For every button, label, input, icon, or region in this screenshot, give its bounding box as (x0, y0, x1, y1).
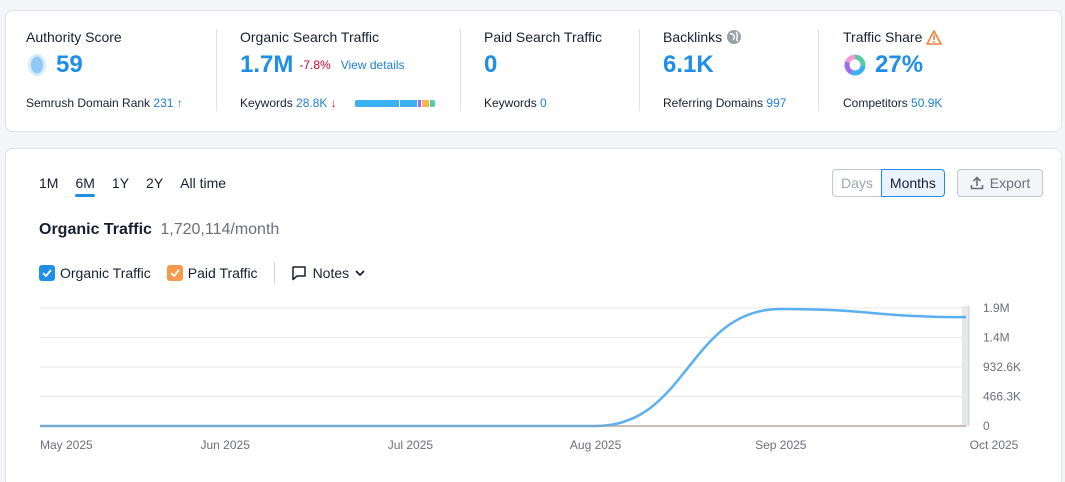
organic-keywords-label: Keywords (240, 96, 293, 110)
globe-icon (727, 30, 742, 44)
domain-rank-label: Semrush Domain Rank (26, 96, 151, 110)
domain-rank-value[interactable]: 231 (153, 96, 174, 110)
keyword-bar-segment (355, 100, 399, 107)
domain-rank: Semrush Domain Rank 231 ↑ (26, 96, 183, 110)
y-tick-label: 1.4M (983, 331, 1010, 345)
divider (818, 29, 819, 111)
paid-traffic-value: 0 (484, 51, 498, 78)
paid-traffic-widget[interactable]: Paid Search Traffic 0 Keywords 0 (484, 11, 634, 131)
organic-traffic-value: 1.7M -7.8% View details (240, 51, 405, 79)
authority-score-label: Authority Score (26, 29, 122, 45)
authority-score-widget[interactable]: Authority Score 59 Semrush Domain Rank 2… (26, 11, 216, 131)
keywords-down-arrow-icon: ↓ (330, 96, 337, 110)
x-tick-label: Sep 2025 (755, 438, 807, 452)
traffic-share-number: 27% (875, 51, 924, 78)
keyword-distribution-bar[interactable] (355, 100, 435, 107)
chevron-down-icon (355, 270, 365, 277)
divider (460, 29, 461, 111)
keyword-bar-segment (429, 100, 435, 107)
range-tab-2y[interactable]: 2Y (146, 175, 164, 191)
keyword-bar-segment (421, 100, 430, 107)
x-tick-label: May 2025 (40, 438, 93, 452)
export-button[interactable]: Export (957, 169, 1043, 197)
x-tick-label: Oct 2025 (970, 438, 1019, 452)
organic-traffic-chart[interactable]: 0 466.3K 932.6K 1.4M 1.9M May 2025 Jun 2025 Jul… (6, 297, 1061, 467)
chart-title-value: 1,720,114/month (160, 221, 280, 238)
paid-keywords-value[interactable]: 0 (540, 96, 547, 110)
x-tick-label: Aug 2025 (570, 438, 622, 452)
paid-keywords: Keywords 0 (484, 96, 547, 110)
rank-up-arrow-icon: ↑ (176, 96, 183, 110)
granularity-toggle: Days Months (832, 169, 945, 197)
note-icon (291, 266, 306, 281)
notes-dropdown[interactable]: Notes (291, 265, 366, 281)
organic-traffic-legend-label: Organic Traffic (60, 265, 151, 281)
export-label: Export (989, 175, 1031, 191)
organic-traffic-toggle[interactable]: Organic Traffic (39, 265, 151, 281)
organic-traffic-label: Organic Search Traffic (240, 29, 380, 45)
traffic-share-value: 27% (843, 51, 923, 79)
referring-domains-label: Referring Domains (663, 96, 764, 110)
chart-legend: Organic Traffic Paid Traffic Notes (39, 262, 365, 284)
authority-gauge-icon (28, 54, 46, 76)
days-button[interactable]: Days (832, 169, 881, 197)
chart-title-text: Organic Traffic (39, 221, 152, 238)
domain-overview-card: Authority Score 59 Semrush Domain Rank 2… (5, 10, 1062, 132)
date-range-tabs: 1M 6M 1Y 2Y All time (39, 175, 243, 197)
traffic-share-label-text: Traffic Share (843, 29, 923, 45)
authority-score-number: 59 (56, 51, 83, 78)
y-tick-label: 932.6K (983, 360, 1021, 374)
paid-keywords-label: Keywords (484, 96, 537, 110)
range-tab-6m[interactable]: 6M (75, 175, 96, 197)
traffic-share-donut-icon (844, 54, 866, 76)
y-tick-label: 466.3K (983, 390, 1021, 404)
view-details-link[interactable]: View details (340, 58, 405, 72)
current-period-marker (962, 306, 969, 426)
paid-traffic-label: Paid Search Traffic (484, 29, 603, 45)
organic-traffic-delta: -7.8% (299, 58, 331, 72)
referring-domains: Referring Domains 997 (663, 96, 786, 110)
divider (216, 29, 217, 111)
range-tab-1y[interactable]: 1Y (111, 175, 130, 191)
organic-keywords-value[interactable]: 28.8K (296, 96, 328, 110)
backlinks-widget[interactable]: Backlinks 6.1K Referring Domains 997 (663, 11, 813, 131)
backlinks-value: 6.1K (663, 51, 714, 78)
range-tab-all-time[interactable]: All time (180, 175, 227, 191)
keyword-bar-segment (416, 100, 422, 107)
range-tab-1m[interactable]: 1M (39, 175, 59, 191)
referring-domains-value[interactable]: 997 (766, 96, 787, 110)
organic-checkbox-icon[interactable] (39, 265, 55, 281)
x-tick-label: Jul 2025 (388, 438, 434, 452)
x-tick-label: Jun 2025 (201, 438, 251, 452)
backlinks-label-text: Backlinks (663, 29, 723, 45)
competitors-label: Competitors (843, 96, 908, 110)
chart-title: Organic Traffic 1,720,114/month (39, 221, 279, 239)
organic-traffic-number: 1.7M (240, 51, 294, 78)
notes-label: Notes (312, 265, 350, 281)
paid-traffic-legend-label: Paid Traffic (187, 265, 258, 281)
keyword-bar-segment (399, 100, 417, 107)
competitors-value[interactable]: 50.9K (911, 96, 943, 110)
traffic-share-label: Traffic Share (843, 29, 943, 45)
paid-traffic-toggle[interactable]: Paid Traffic (166, 265, 258, 281)
competitors: Competitors 50.9K (843, 96, 942, 110)
backlinks-label: Backlinks (663, 29, 742, 45)
paid-checkbox-icon[interactable] (166, 265, 183, 281)
legend-divider (273, 262, 275, 284)
y-tick-label: 0 (983, 419, 990, 433)
months-button[interactable]: Months (880, 169, 945, 197)
warning-icon (926, 29, 943, 45)
divider (639, 29, 640, 111)
traffic-chart-card: 1M 6M 1Y 2Y All time Days Months Export Orga… (5, 148, 1062, 482)
authority-score-value: 59 (26, 51, 83, 79)
organic-traffic-widget[interactable]: Organic Search Traffic 1.7M -7.8% View d… (240, 11, 455, 131)
traffic-share-widget[interactable]: Traffic Share 27% Competitors 50.9K (843, 11, 1043, 131)
upload-icon (970, 176, 984, 190)
organic-keywords: Keywords 28.8K ↓ (240, 96, 337, 110)
y-tick-label: 1.9M (983, 301, 1010, 315)
